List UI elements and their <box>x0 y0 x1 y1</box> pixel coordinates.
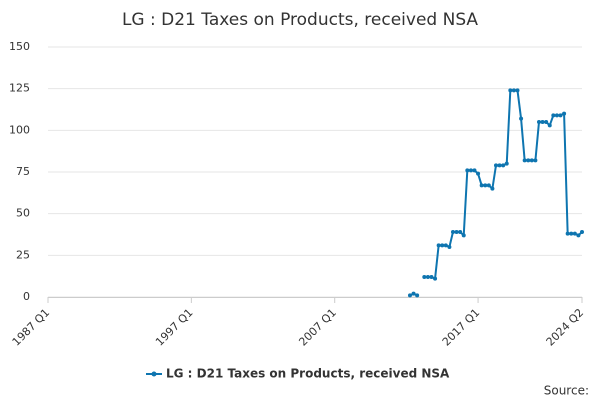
y-tick-label: 150 <box>9 40 30 53</box>
point <box>483 183 488 188</box>
point <box>493 163 498 168</box>
point <box>468 168 473 173</box>
point <box>572 231 577 236</box>
point <box>436 243 441 248</box>
point <box>458 230 463 234</box>
point <box>415 293 420 298</box>
point <box>547 123 552 128</box>
point <box>440 243 445 248</box>
point <box>447 245 452 249</box>
point <box>508 88 513 93</box>
point <box>540 120 545 124</box>
point <box>544 120 549 124</box>
point <box>565 231 570 236</box>
y-tick-label: 25 <box>16 248 30 261</box>
point <box>554 113 559 118</box>
point <box>425 275 430 279</box>
point <box>461 233 466 238</box>
point <box>576 233 581 238</box>
point <box>429 275 434 279</box>
point <box>526 158 531 163</box>
point <box>450 230 455 234</box>
point <box>443 243 448 248</box>
point <box>569 231 574 236</box>
point <box>465 168 470 173</box>
x-tick-label: 2007 Q1 <box>296 306 339 349</box>
line-series <box>409 89 583 297</box>
point <box>454 230 459 234</box>
x-tick-label: 1987 Q1 <box>10 306 53 349</box>
x-tick-label: 2024 Q2 <box>544 306 587 349</box>
point <box>407 293 412 298</box>
point <box>497 163 502 168</box>
point <box>536 120 541 124</box>
point <box>490 186 495 191</box>
y-tick-label: 100 <box>9 123 30 136</box>
y-tick-label: 75 <box>16 165 30 178</box>
point <box>411 291 416 296</box>
point <box>486 183 491 188</box>
point <box>515 88 520 93</box>
point <box>476 171 481 176</box>
point <box>519 116 524 121</box>
y-tick-label: 50 <box>16 207 30 220</box>
point <box>504 161 509 166</box>
x-tick-label: 1997 Q1 <box>153 306 196 349</box>
point <box>511 88 516 93</box>
legend-marker <box>151 371 157 377</box>
point <box>479 183 484 188</box>
y-tick-label: 0 <box>23 290 30 303</box>
point <box>472 168 477 173</box>
point <box>433 276 438 281</box>
point <box>522 158 527 163</box>
point <box>558 113 563 118</box>
point <box>501 163 506 168</box>
point <box>562 111 567 116</box>
point <box>529 158 534 163</box>
point <box>580 230 584 234</box>
x-tick-label: 2017 Q1 <box>440 306 483 349</box>
legend-label: LG : D21 Taxes on Products, received NSA <box>166 367 450 381</box>
point <box>551 113 556 118</box>
point <box>422 275 427 279</box>
point <box>533 158 538 163</box>
chart-title: LG : D21 Taxes on Products, received NSA <box>122 10 478 30</box>
source-label: Source: <box>544 384 589 398</box>
y-tick-label: 125 <box>9 82 30 95</box>
